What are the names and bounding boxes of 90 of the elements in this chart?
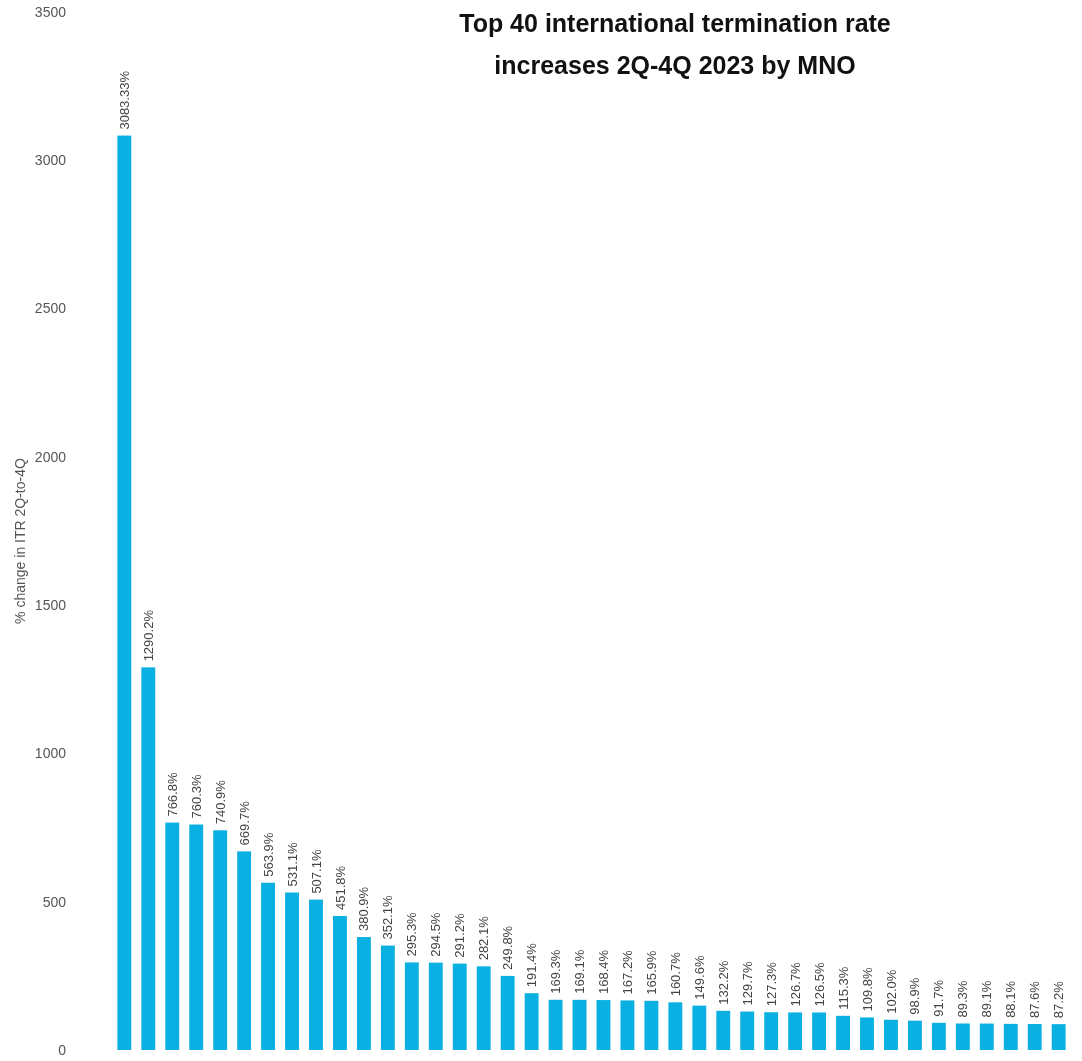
bar <box>1003 1023 1018 1050</box>
bar <box>261 882 276 1050</box>
data-label: 507.1% <box>308 849 324 894</box>
bar <box>716 1010 731 1050</box>
data-label: 249.8% <box>500 925 516 970</box>
data-label: 127.3% <box>763 961 779 1007</box>
bar <box>907 1020 922 1050</box>
data-label: 87.2% <box>1051 980 1067 1019</box>
bar <box>812 1012 827 1050</box>
data-label: 168.4% <box>596 949 612 995</box>
data-label: 766.8% <box>164 772 180 817</box>
data-label: 563.9% <box>260 832 276 877</box>
data-label: 531.1% <box>284 841 300 887</box>
bar <box>1051 1024 1066 1050</box>
bar <box>404 962 419 1050</box>
y-tick-label: 0 <box>58 1041 67 1058</box>
y-tick-label: 3000 <box>34 152 67 169</box>
data-label: 352.1% <box>380 895 396 940</box>
y-tick-label: 3500 <box>34 3 67 20</box>
data-label: 295.3% <box>404 911 420 957</box>
y-tick-label: 2500 <box>34 300 67 317</box>
bar <box>764 1012 779 1050</box>
data-label: 88.1% <box>1003 980 1019 1018</box>
bar <box>476 966 491 1050</box>
data-label: 115.3% <box>835 966 851 1010</box>
bar <box>931 1022 946 1050</box>
bar <box>380 945 395 1050</box>
bar <box>788 1012 803 1050</box>
y-tick-label: 1500 <box>34 597 67 614</box>
data-label: 760.3% <box>188 773 204 819</box>
text: Top 40 international termination rate increases 2Q-4Q 2023 by MNO <box>459 9 891 79</box>
bar <box>141 667 156 1050</box>
bar <box>668 1002 683 1050</box>
bar <box>860 1017 874 1050</box>
data-label: 91.7% <box>931 979 947 1017</box>
data-label: 740.9% <box>212 779 228 825</box>
data-label: 167.2% <box>619 949 635 995</box>
bar <box>620 1000 635 1050</box>
bar <box>692 1005 707 1050</box>
bar <box>955 1023 970 1050</box>
bar <box>356 937 371 1050</box>
bar <box>117 135 132 1050</box>
data-label: 165.9% <box>643 950 659 995</box>
data-label: 169.1% <box>572 949 588 994</box>
data-label: 89.1% <box>979 980 995 1018</box>
data-label: 132.2% <box>715 960 731 1005</box>
data-label: 282.1% <box>476 915 492 961</box>
data-label: 294.5% <box>428 912 444 957</box>
bar <box>189 824 204 1050</box>
data-label: 3083.33% <box>116 70 132 130</box>
bar <box>548 999 563 1050</box>
bar <box>428 962 443 1050</box>
data-label: 1290.2% <box>140 609 156 662</box>
bar <box>213 830 228 1050</box>
bar <box>165 822 180 1050</box>
bar <box>309 899 323 1050</box>
bar <box>1027 1024 1042 1050</box>
data-label: 129.7% <box>739 961 755 1006</box>
bar <box>452 963 467 1050</box>
data-label: 169.3% <box>548 949 564 994</box>
data-label: 89.3% <box>955 980 971 1018</box>
bar <box>285 892 299 1050</box>
bar <box>500 975 515 1050</box>
data-label: 98.9% <box>907 977 923 1015</box>
data-label: 102.0% <box>883 969 899 1014</box>
y-tick-label: 500 <box>42 893 67 910</box>
bar <box>979 1023 994 1050</box>
bar <box>644 1000 659 1050</box>
bar <box>884 1019 898 1050</box>
bar <box>836 1015 850 1050</box>
y-tick-label: 2000 <box>34 448 67 465</box>
data-label: 160.7% <box>667 951 683 997</box>
data-label: 191.4% <box>524 942 540 988</box>
bar <box>596 1000 611 1050</box>
data-label: 291.2% <box>452 913 468 958</box>
bar <box>572 999 587 1050</box>
data-label: 669.7% <box>236 800 252 846</box>
data-label: 126.7% <box>787 961 803 1007</box>
bar <box>524 993 539 1050</box>
y-axis-title: % change in ITR 2Q-to-4Q <box>11 458 28 624</box>
data-label: 126.5% <box>811 961 827 1007</box>
y-tick-label: 1000 <box>34 745 67 762</box>
data-label: 149.6% <box>691 955 707 1000</box>
bar <box>237 851 252 1050</box>
bar <box>333 916 347 1050</box>
bar <box>740 1011 755 1050</box>
data-label: 87.6% <box>1027 980 1043 1019</box>
data-label: 380.9% <box>356 886 372 932</box>
data-label: 451.8% <box>332 865 348 911</box>
data-label: 109.8% <box>859 966 875 1012</box>
